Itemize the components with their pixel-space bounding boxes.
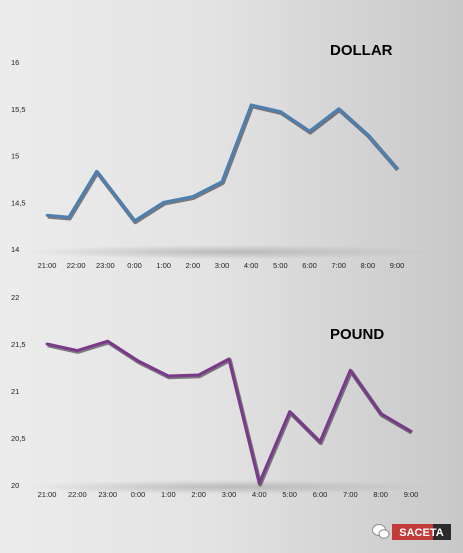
dollar-data-point — [337, 107, 341, 111]
pound-y-tick-label: 20,5 — [11, 434, 26, 443]
dollar-data-point — [220, 180, 224, 184]
pound-series-line — [46, 339, 412, 485]
dollar-data-point — [308, 129, 311, 133]
pound-y-tick-label: 22 — [11, 293, 19, 302]
pound-data-point — [288, 410, 292, 414]
dollar-x-axis: 21:00 22:00 23:00 0:00 1:00 2:00 3:00 4:00 5:00 6… — [38, 261, 405, 270]
dollar-data-point — [366, 133, 370, 137]
dollar-x-tick-label: 2:00 — [186, 261, 201, 270]
pound-data-point — [45, 342, 49, 346]
dollar-data-point — [191, 195, 195, 199]
dollar-x-tick-label: 23:00 — [96, 261, 115, 270]
pound-x-tick-label: 6:00 — [313, 490, 328, 499]
pound-data-point — [379, 412, 383, 415]
watermark: SACETA — [371, 521, 453, 543]
dollar-data-point — [95, 169, 98, 173]
pound-chart-title: POUND — [330, 326, 384, 343]
dollar-chart: DOLLAR 14 14,5 15 15,5 16 21:00 22:00 23:00 0:0… — [11, 42, 435, 270]
pound-x-tick-label: 5:00 — [282, 490, 297, 499]
pound-x-tick-label: 22:00 — [68, 490, 87, 499]
dollar-y-tick-label: 14 — [11, 245, 19, 254]
pound-data-point — [106, 339, 110, 343]
dollar-x-tick-label: 3:00 — [215, 261, 230, 270]
pound-data-point — [197, 373, 201, 377]
dollar-x-tick-label: 7:00 — [331, 261, 346, 270]
pound-data-point — [75, 349, 79, 352]
dollar-x-tick-label: 1:00 — [156, 261, 171, 270]
pound-x-tick-label: 4:00 — [252, 490, 267, 499]
dollar-y-tick-label: 15 — [11, 152, 19, 161]
dollar-x-tick-label: 0:00 — [127, 261, 142, 270]
pound-chart: POUND 20 20,5 21 21,5 22 21:00 22:00 23:00 0:00… — [11, 293, 435, 499]
pound-x-tick-label: 23:00 — [98, 490, 117, 499]
watermark-dark-block — [433, 524, 451, 540]
pound-data-point — [136, 359, 140, 363]
dollar-chart-title: DOLLAR — [330, 42, 393, 59]
dollar-x-tick-label: 5:00 — [273, 261, 288, 270]
dollar-series-line — [46, 103, 399, 223]
dollar-data-point — [395, 167, 399, 170]
dollar-data-point — [45, 213, 49, 217]
dollar-y-tick-label: 14,5 — [11, 198, 26, 207]
dollar-x-tick-label: 4:00 — [244, 261, 259, 270]
watermark-red-block — [392, 524, 433, 540]
dollar-data-point — [162, 200, 166, 204]
pound-data-point — [257, 481, 261, 485]
pound-y-tick-label: 21 — [11, 387, 19, 396]
pound-x-tick-label: 1:00 — [161, 490, 176, 499]
pound-y-axis: 20 20,5 21 21,5 22 — [11, 293, 26, 490]
dollar-x-tick-label: 8:00 — [361, 261, 376, 270]
dollar-y-tick-label: 15,5 — [11, 105, 26, 114]
dollar-series-line-shadow — [47, 104, 400, 225]
pound-x-tick-label: 8:00 — [373, 490, 388, 499]
pound-data-point — [409, 430, 413, 433]
dollar-data-point — [278, 110, 282, 113]
pound-x-tick-label: 0:00 — [131, 490, 146, 499]
dollar-x-tick-label: 6:00 — [302, 261, 317, 270]
dollar-y-tick-label: 16 — [11, 58, 19, 67]
watermark-graphic: SACETA — [372, 524, 451, 540]
pound-y-tick-label: 20 — [11, 481, 19, 490]
dollar-x-tick-label: 9:00 — [390, 261, 405, 270]
pound-series — [45, 339, 413, 487]
watermark-text: SACETA — [399, 527, 443, 539]
pound-x-tick-label: 7:00 — [343, 490, 358, 499]
pound-x-tick-label: 2:00 — [191, 490, 206, 499]
dollar-data-point — [67, 215, 71, 219]
pound-data-point — [227, 357, 231, 361]
dollar-chart-shadow — [25, 245, 435, 259]
pound-x-axis: 21:00 22:00 23:00 0:00 1:00 2:00 3:00 4:00 5:00 6… — [38, 490, 419, 499]
dollar-y-axis: 14 14,5 15 15,5 16 — [11, 58, 26, 254]
pound-x-tick-label: 3:00 — [222, 490, 237, 499]
dollar-data-point — [133, 219, 136, 223]
pound-data-point — [348, 368, 352, 372]
dollar-series — [45, 103, 400, 225]
pound-data-point — [318, 440, 322, 444]
pound-y-tick-label: 21,5 — [11, 340, 26, 349]
pound-x-tick-label: 9:00 — [404, 490, 419, 499]
dollar-x-tick-label: 22:00 — [67, 261, 86, 270]
pound-chart-shadow — [25, 480, 435, 494]
dollar-data-point — [249, 103, 253, 107]
pound-data-point — [166, 374, 170, 378]
pound-x-tick-label: 21:00 — [38, 490, 57, 499]
dollar-x-tick-label: 21:00 — [38, 261, 57, 270]
wechat-bubble-icon — [372, 524, 390, 539]
